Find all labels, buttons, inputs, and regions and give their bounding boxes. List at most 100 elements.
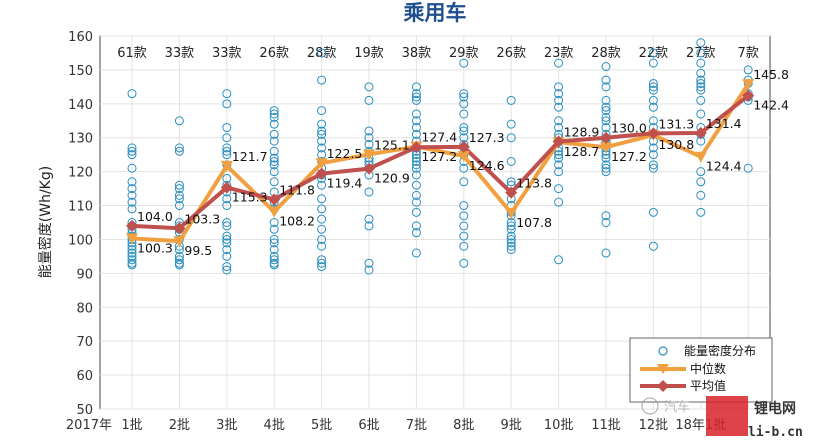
mean-line	[131, 94, 750, 231]
scatter-point	[127, 245, 137, 255]
count-label: 7款	[738, 46, 759, 61]
x-tick-label: 2批	[169, 418, 190, 433]
scatter-point	[317, 224, 327, 234]
scatter-point	[127, 190, 137, 200]
x-tick-label: 5批	[311, 418, 332, 433]
median-marker	[126, 233, 138, 245]
median-marker	[363, 149, 375, 161]
scatter-point	[364, 221, 374, 231]
count-label: 29款	[449, 46, 479, 61]
scatter-point	[648, 241, 658, 251]
scatter-point	[222, 218, 232, 227]
scatter-point	[459, 241, 469, 251]
scatter-point	[506, 119, 516, 129]
scatter-point	[554, 153, 564, 163]
mean-value-label: 131.3	[658, 116, 694, 131]
scatter-point	[411, 92, 421, 102]
scatter-point	[696, 75, 706, 85]
scatter-point	[411, 248, 421, 258]
scatter-point	[601, 62, 611, 72]
scatter-point	[554, 160, 564, 170]
scatter-point	[364, 214, 374, 224]
scatter-point	[648, 82, 658, 92]
scatter-point	[648, 85, 658, 95]
scatter-point	[364, 265, 374, 275]
mean-marker	[600, 131, 612, 144]
scatter-point	[554, 184, 564, 194]
watermark-circle-icon	[641, 397, 659, 415]
scatter-point	[317, 75, 327, 85]
scatter-point	[364, 82, 374, 92]
median-value-label: 130.8	[658, 137, 694, 152]
x-tick-label: 12批	[639, 418, 669, 433]
scatter-point	[127, 143, 137, 153]
scatter-point	[364, 258, 374, 268]
watermark-logo-text: 锂电网	[754, 400, 796, 417]
x-tick-label: 6批	[358, 418, 379, 433]
scatter-point	[127, 204, 137, 214]
scatter-point	[317, 126, 327, 136]
mean-value-label: 111.8	[279, 182, 315, 197]
scatter-point	[222, 143, 232, 153]
scatter-point	[317, 234, 327, 244]
scatter-point	[648, 102, 658, 112]
scatter-point	[554, 167, 564, 177]
scatter-point	[601, 112, 611, 122]
scatter-point	[222, 150, 232, 160]
scatter-point	[601, 248, 611, 258]
scatter-point	[411, 228, 421, 238]
scatter-point	[127, 184, 137, 194]
median-value-label: 128.7	[564, 144, 600, 159]
scatter-point	[222, 221, 232, 231]
scatter-point	[696, 85, 706, 95]
scatter-point	[554, 58, 564, 68]
mean-value-label: 127.3	[469, 130, 505, 145]
scatter-point	[269, 106, 279, 116]
scatter-point	[317, 106, 327, 116]
scatter-point	[317, 143, 327, 153]
y-tick-label: 120	[68, 166, 93, 181]
mean-value-label: 128.9	[564, 124, 600, 139]
value-labels: 100.3 99.5 121.7 108.2 122.5 125.1 127.4 124.6 1…	[137, 67, 789, 258]
scatter-point	[554, 82, 564, 92]
scatter-point	[696, 109, 706, 119]
y-tick-label: 160	[68, 30, 93, 45]
scatter-point	[459, 163, 469, 173]
scatter-point	[601, 82, 611, 92]
scatter-point	[411, 197, 421, 207]
scatter-point	[411, 123, 421, 133]
scatter-point	[648, 116, 658, 126]
scatter-point	[174, 255, 184, 265]
scatter-point	[222, 251, 232, 261]
scatter-point	[506, 231, 516, 241]
scatter-point	[317, 48, 327, 58]
count-label: 23款	[544, 46, 574, 61]
scatter-point	[554, 255, 564, 265]
scatter-point	[459, 221, 469, 231]
scatter-point	[411, 207, 421, 217]
scatter-point	[127, 248, 137, 258]
count-label: 27款	[686, 46, 716, 61]
scatter-point	[317, 180, 327, 190]
x-tick-label: 4批	[264, 418, 285, 433]
median-value-label: 124.4	[706, 159, 742, 174]
mean-marker	[315, 167, 328, 180]
scatter-point	[364, 140, 374, 150]
x-tick-label: 9批	[501, 418, 522, 433]
scatter-point	[411, 156, 421, 166]
y-tick-label: 130	[68, 132, 93, 147]
scatter-point	[269, 146, 279, 156]
scatter-point	[696, 68, 706, 78]
scatter-point	[601, 163, 611, 173]
median-marker	[694, 151, 707, 163]
count-label: 19款	[354, 46, 384, 61]
x-prefix-label: 2017年	[66, 418, 112, 433]
scatter-point	[269, 167, 279, 177]
scatter-point	[269, 245, 279, 255]
scatter-point	[269, 238, 279, 248]
median-value-label: 124.6	[469, 158, 505, 173]
scatter-point	[174, 260, 184, 270]
scatter-point	[411, 180, 421, 190]
scatter-point	[696, 177, 706, 187]
